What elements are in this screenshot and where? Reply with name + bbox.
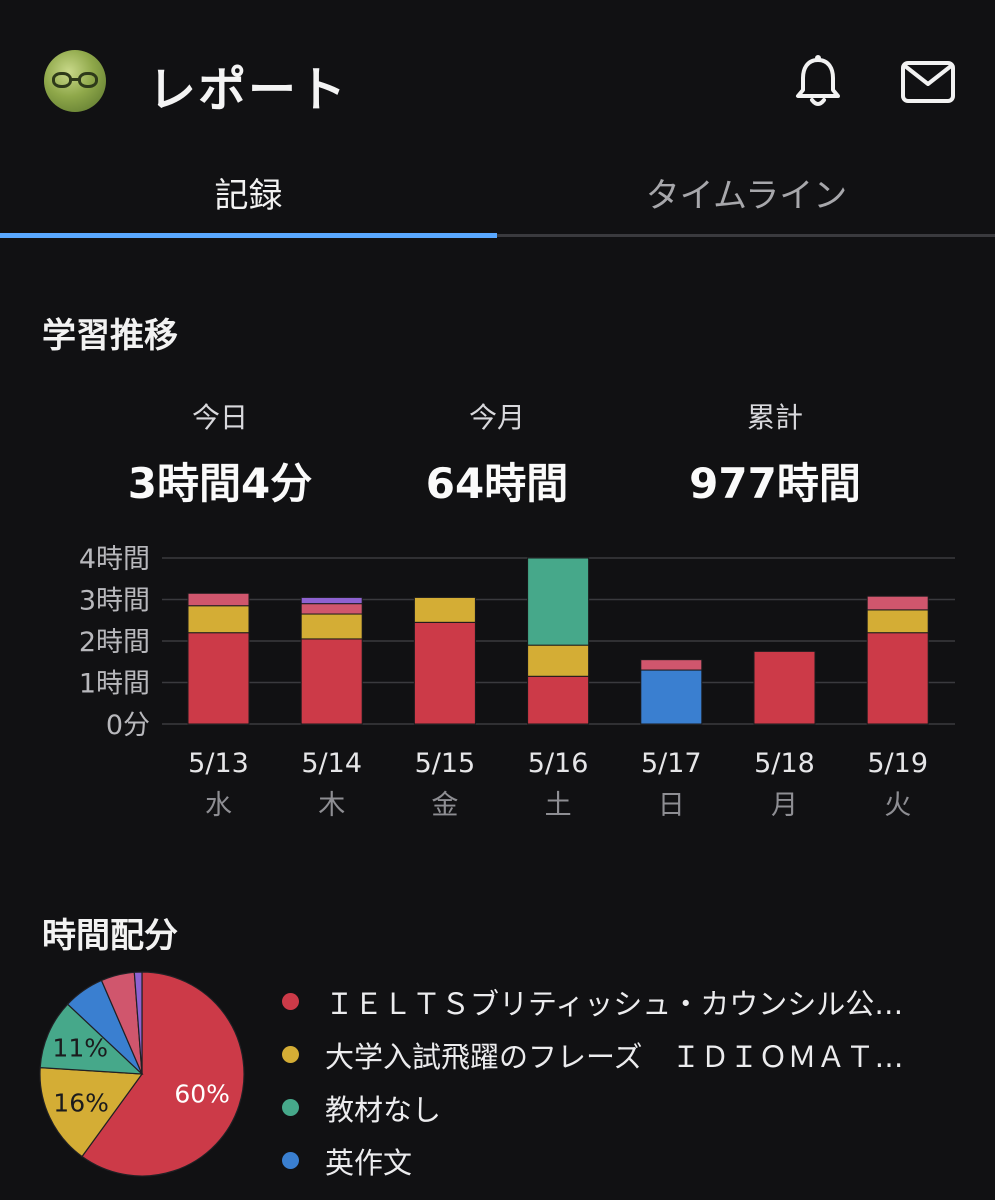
mail-icon[interactable] [898, 52, 958, 112]
tab-divider [0, 234, 995, 237]
legend-label: 教材なし [325, 1092, 442, 1127]
tab-active-indicator [0, 233, 497, 238]
stat-month-value: 64時間 [425, 459, 569, 508]
pie-slice-label: 11% [52, 1033, 108, 1062]
stat-total: 累計 977時間 [625, 396, 925, 511]
weekday-label: 水 [205, 790, 232, 821]
x-tick-label: 5/17 [641, 748, 702, 779]
legend-item[interactable]: 英作文 [282, 1134, 972, 1187]
weekday-label: 金 [431, 790, 458, 821]
y-tick-label: 0分 [106, 710, 150, 741]
weekday-label: 木 [318, 790, 345, 821]
x-tick-label: 5/15 [415, 748, 476, 779]
pie-slice[interactable] [39, 1003, 144, 1075]
stat-today-value: 3時間4分 [127, 459, 313, 508]
bar-segment[interactable] [413, 621, 476, 725]
pie-slice-label: 16% [53, 1089, 109, 1118]
weekday-label: 日 [658, 790, 685, 821]
page-title: レポート [148, 62, 349, 118]
y-tick-label: 2時間 [79, 627, 150, 658]
bar-segment[interactable] [866, 632, 929, 725]
bar-segment[interactable] [187, 592, 250, 607]
y-tick-label: 3時間 [79, 586, 150, 617]
bar-segment[interactable] [640, 669, 703, 725]
legend-dot [282, 1046, 299, 1063]
legend-dot [282, 993, 299, 1010]
legend-dot [282, 1099, 299, 1116]
bar-segment[interactable] [187, 632, 250, 725]
tab-bar: 記録 タイムライン [0, 150, 995, 238]
legend-item[interactable]: 大学入試飛躍のフレーズ ＩＤＩＯＭＡＴ… [282, 1028, 972, 1081]
bar-segment[interactable] [527, 675, 590, 725]
stat-total-label: 累計 [746, 401, 803, 434]
pie-slice[interactable] [81, 971, 245, 1177]
legend-label: 大学入試飛躍のフレーズ ＩＤＩＯＭＡＴ… [325, 1039, 904, 1074]
bar-segment[interactable] [300, 596, 363, 605]
y-tick-label: 1時間 [79, 669, 150, 700]
x-tick-label: 5/16 [528, 748, 589, 779]
stat-month: 今月 64時間 [347, 396, 647, 511]
legend-label: ＩＥＬＴＳブリティッシュ・カウンシル公… [325, 986, 904, 1021]
bar-segment[interactable] [300, 613, 363, 640]
time-allocation-pie-chart: 60% 16% 11% [39, 971, 245, 1177]
study-trend-bar-chart: 0分 1時間 2時間 3時間 4時間 5/13 水 5/14 木 5/15 金 5/16 土 5/17 日 5… [79, 544, 955, 821]
trend-section-title: 学習推移 [42, 316, 178, 356]
tab-timeline[interactable]: タイムライン [645, 175, 848, 216]
legend-item[interactable]: ＩＥＬＴＳブリティッシュ・カウンシル公… [282, 975, 972, 1028]
weekday-label: 月 [771, 790, 798, 821]
x-tick-label: 5/14 [301, 748, 362, 779]
bar-segment[interactable] [300, 638, 363, 725]
bar-segment[interactable] [753, 650, 816, 725]
allocation-section-title: 時間配分 [42, 916, 178, 956]
bar-segment[interactable] [527, 644, 590, 677]
legend-label: 英作文 [325, 1145, 413, 1180]
bar-segment[interactable] [640, 659, 703, 671]
weekday-label: 土 [545, 790, 572, 821]
app-header: レポート [0, 0, 995, 150]
stat-total-value: 977時間 [689, 459, 861, 508]
pie-legend: ＩＥＬＴＳブリティッシュ・カウンシル公… 大学入試飛躍のフレーズ ＩＤＩＯＭＡＴ… [282, 975, 972, 1187]
bar-segment[interactable] [300, 603, 363, 615]
y-tick-label: 4時間 [79, 544, 150, 575]
pie-slice-label: 60% [174, 1080, 230, 1109]
bell-icon[interactable] [788, 52, 848, 112]
bar-segment[interactable] [413, 596, 476, 623]
glasses-avatar-icon[interactable] [44, 50, 106, 112]
pie-slice[interactable] [133, 971, 143, 1075]
weekday-label: 火 [884, 790, 911, 821]
tab-record[interactable]: 記録 [214, 175, 283, 216]
bar-segment[interactable] [866, 595, 929, 611]
x-tick-label: 5/19 [867, 748, 928, 779]
stat-month-label: 今月 [468, 401, 525, 434]
stat-today-label: 今日 [191, 401, 248, 434]
x-tick-label: 5/13 [188, 748, 249, 779]
stat-today: 今日 3時間4分 [70, 396, 370, 511]
pie-slice[interactable] [39, 1066, 144, 1158]
x-tick-label: 5/18 [754, 748, 815, 779]
legend-item[interactable]: 教材なし [282, 1081, 972, 1134]
bar-segment[interactable] [866, 609, 929, 634]
bar-segment[interactable] [187, 605, 250, 634]
bar-segment[interactable] [527, 557, 590, 646]
legend-dot [282, 1152, 299, 1169]
